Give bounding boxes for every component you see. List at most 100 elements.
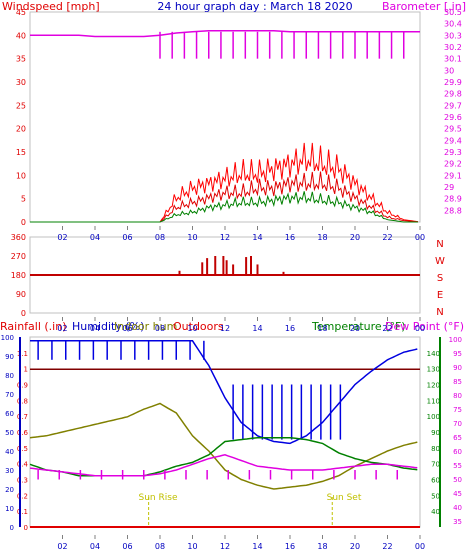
- hum-ytick-90: 90: [5, 353, 14, 361]
- top-xtick-20: 20: [350, 233, 360, 242]
- wind-ytick-45: 45: [16, 8, 26, 17]
- top-xtick-04: 04: [90, 233, 100, 242]
- bot-xtick-04: 04: [90, 542, 100, 551]
- temperature-humidity-plot-area: [29, 336, 421, 528]
- rain-ytick-0.5: 0.5: [17, 445, 28, 453]
- dew-ytick-95: 95: [453, 350, 462, 358]
- bot-xtick-18: 18: [317, 542, 327, 551]
- temp-ytick-110: 110: [427, 397, 440, 405]
- dir-ytick-270: 270: [11, 252, 26, 261]
- dir-xtick-20: 20: [350, 324, 360, 333]
- temp-ytick-130: 130: [427, 366, 440, 374]
- temp-ytick-90: 90: [431, 429, 440, 437]
- wind-ytick-35: 35: [16, 55, 26, 64]
- hum-ytick-10: 10: [5, 505, 14, 513]
- dew-ytick-75: 75: [453, 406, 462, 414]
- baro-ytick-30: 30: [444, 66, 454, 75]
- top-xtick-08: 08: [155, 233, 165, 242]
- dir-ytick-360: 360: [11, 233, 26, 242]
- dir-xtick-04: 04: [90, 324, 100, 333]
- dew-ytick-35: 35: [453, 518, 462, 526]
- top-xtick-22: 22: [382, 233, 392, 242]
- baro-ytick-30.5: 30.5: [444, 8, 462, 17]
- dir-ytick-0: 0: [21, 309, 26, 318]
- dewpoint-line: [29, 454, 418, 477]
- dew-ytick-85: 85: [453, 378, 462, 386]
- rain-ytick-0.4: 0.4: [17, 461, 29, 469]
- dir-xtick-14: 14: [252, 324, 262, 333]
- outdoors-label: Outdoors: [173, 320, 224, 333]
- rain-ytick-0.6: 0.6: [17, 429, 29, 437]
- temp-line: [29, 436, 418, 477]
- temp-ytick-40: 40: [431, 508, 440, 516]
- bot-xtick-02: 02: [57, 542, 67, 551]
- baro-ytick-29.8: 29.8: [444, 90, 462, 99]
- dir-xtick-16: 16: [285, 324, 295, 333]
- top-xtick-02: 02: [57, 233, 67, 242]
- dew-ytick-70: 70: [453, 420, 462, 428]
- dir-xtick-12: 12: [220, 324, 230, 333]
- barometer-line: [30, 29, 420, 38]
- temp-ytick-70: 70: [431, 461, 440, 469]
- indoor-humidity-label: Indoor hum: [114, 320, 177, 333]
- baro-ytick-29.7: 29.7: [444, 101, 462, 110]
- wind-ytick-5: 5: [21, 195, 26, 204]
- hum-ytick-80: 80: [5, 372, 14, 380]
- dir-ytick-180: 180: [11, 271, 26, 280]
- wind-ytick-10: 10: [16, 171, 26, 180]
- baro-ytick-30.3: 30.3: [444, 31, 462, 40]
- wind-ytick-30: 30: [16, 78, 26, 87]
- baro-ytick-29.5: 29.5: [444, 125, 462, 134]
- wind-ytick-20: 20: [16, 125, 26, 134]
- baro-ytick-30.4: 30.4: [444, 20, 462, 29]
- dir-ytick-90: 90: [16, 290, 26, 299]
- temperature-axis-label: Temperature (°F): [311, 320, 406, 333]
- dew-point-axis-label: Dew Point (°F): [385, 320, 464, 333]
- baro-ytick-29.6: 29.6: [444, 113, 462, 122]
- baro-ytick-28.9: 28.9: [444, 195, 462, 204]
- baro-ytick-29: 29: [444, 183, 454, 192]
- dew-ytick-60: 60: [453, 448, 462, 456]
- baro-ytick-29.1: 29.1: [444, 171, 462, 180]
- temp-ytick-60: 60: [431, 477, 440, 485]
- dir-xtick-18: 18: [317, 324, 327, 333]
- rain-ytick-0.2: 0.2: [17, 492, 28, 500]
- dew-ytick-45: 45: [453, 490, 462, 498]
- baro-ytick-29.3: 29.3: [444, 148, 462, 157]
- dir-xtick-22: 22: [382, 324, 392, 333]
- dir-letter-0: N: [436, 239, 443, 250]
- temp-ytick-80: 80: [431, 445, 440, 453]
- indoor-line: [29, 402, 418, 490]
- dew-ytick-65: 65: [453, 434, 462, 442]
- humidity-axis-label: Humidity (%): [72, 320, 144, 333]
- rain-ytick-0.3: 0.3: [17, 477, 28, 485]
- bot-xtick-08: 08: [155, 542, 165, 551]
- temp-ytick-100: 100: [427, 413, 440, 421]
- baro-ytick-29.4: 29.4: [444, 136, 462, 145]
- baro-ytick-30.1: 30.1: [444, 55, 462, 64]
- dir-letter-2: S: [437, 273, 443, 284]
- baro-ytick-29.9: 29.9: [444, 78, 462, 87]
- hum-ytick-100: 100: [1, 334, 14, 342]
- wind-baro-plot-area: [29, 11, 421, 223]
- temp-ytick-120: 120: [427, 382, 440, 390]
- rain-ytick-1: 1: [24, 366, 28, 374]
- dew-ytick-40: 40: [453, 504, 462, 512]
- dir-letter-4: N: [436, 307, 443, 318]
- top-xtick-00: 00: [415, 233, 425, 242]
- dew-ytick-50: 50: [453, 476, 462, 484]
- avgwind-line: [30, 191, 418, 223]
- windspeed-axis-label: Windspeed [mph]: [2, 0, 100, 13]
- hum-ytick-40: 40: [5, 448, 14, 456]
- rainfall-axis-label: Rainfall (.in): [0, 320, 67, 333]
- top-xtick-12: 12: [220, 233, 230, 242]
- dir-xtick-02: 02: [57, 324, 67, 333]
- dir-xtick-10: 10: [187, 324, 197, 333]
- dir-xtick-00: 00: [415, 324, 425, 333]
- dew-ytick-55: 55: [453, 462, 462, 470]
- wind-ytick-25: 25: [16, 101, 26, 110]
- bot-xtick-22: 22: [382, 542, 392, 551]
- barometer-axis-label: Barometer [.in]: [382, 0, 466, 13]
- dir-xtick-06: 06: [122, 324, 132, 333]
